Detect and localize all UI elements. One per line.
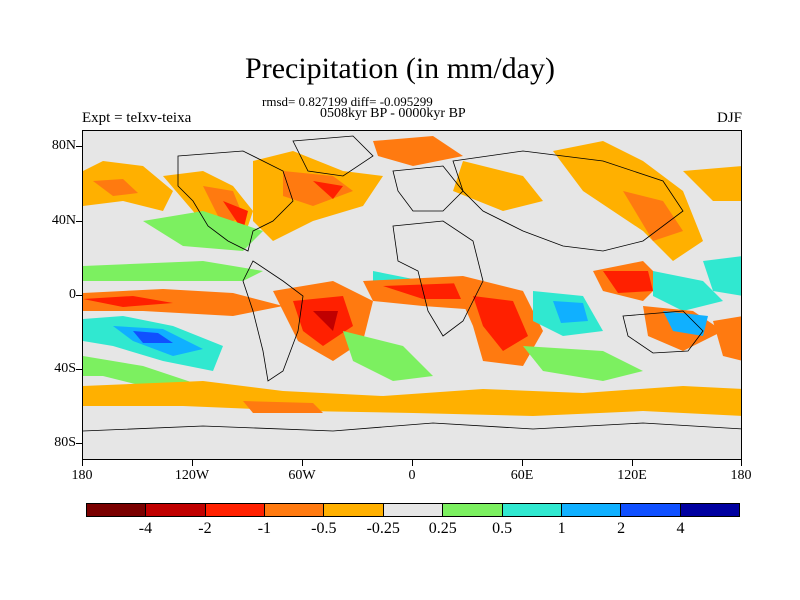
lon-label: 0 bbox=[408, 468, 416, 483]
colorbar-label: -2 bbox=[198, 520, 212, 537]
anomaly-patch bbox=[553, 141, 703, 261]
lon-tick bbox=[632, 460, 633, 466]
anomaly-patch bbox=[523, 346, 643, 381]
colorbar-swatch bbox=[680, 504, 739, 516]
anomaly-patch bbox=[83, 381, 741, 416]
continent-outline bbox=[292, 135, 374, 177]
colorbar-swatch bbox=[383, 504, 444, 516]
lon-label: 180 bbox=[730, 468, 752, 483]
anomaly-patch bbox=[243, 401, 323, 413]
lat-tick bbox=[76, 369, 82, 370]
anomaly-patch bbox=[553, 301, 588, 323]
lon-label: 120W bbox=[174, 468, 210, 483]
colorbar-label: -0.5 bbox=[311, 520, 337, 537]
lat-label: 40S bbox=[54, 361, 76, 376]
lat-tick bbox=[76, 221, 82, 222]
anomaly-patch bbox=[83, 261, 263, 281]
colorbar-label: 4 bbox=[676, 520, 685, 537]
anomaly-patch bbox=[93, 179, 138, 196]
season-label: DJF bbox=[716, 110, 742, 126]
lon-label: 120E bbox=[617, 468, 647, 483]
colorbar-label: 1 bbox=[557, 520, 566, 537]
colorbar-swatch bbox=[265, 504, 325, 516]
lat-tick bbox=[76, 443, 82, 444]
anomaly-patch bbox=[663, 311, 708, 336]
lon-label: 180 bbox=[71, 468, 93, 483]
anomaly-patch bbox=[623, 191, 683, 241]
continent-outline bbox=[392, 220, 484, 337]
colorbar bbox=[86, 503, 740, 517]
anomaly-patch bbox=[83, 289, 283, 316]
anomaly-patch bbox=[653, 271, 723, 311]
lat-label: 0 bbox=[69, 287, 76, 302]
continent-outline bbox=[242, 260, 304, 382]
anomaly-patch bbox=[373, 136, 463, 166]
period-line: 0508kyr BP - 0000kyr BP bbox=[320, 106, 466, 121]
map-field bbox=[83, 135, 741, 432]
lon-tick bbox=[302, 460, 303, 466]
colorbar-swatch bbox=[502, 504, 562, 516]
lon-tick bbox=[192, 460, 193, 466]
anomaly-patch bbox=[703, 256, 741, 296]
lon-label: 60E bbox=[510, 468, 534, 483]
anomaly-patch bbox=[683, 166, 741, 201]
plot-title: Precipitation (in mm/day) bbox=[245, 52, 555, 85]
stats-line: rmsd= 0.827199 diff= -0.095299 bbox=[262, 94, 433, 109]
lon-tick bbox=[82, 460, 83, 466]
colorbar-swatch bbox=[561, 504, 622, 516]
colorbar-label: -1 bbox=[257, 520, 272, 537]
lon-tick bbox=[741, 460, 742, 466]
lon-label: 60W bbox=[288, 468, 316, 483]
colorbar-swatch bbox=[205, 504, 266, 516]
continent-outline bbox=[83, 422, 741, 432]
precipitation-map bbox=[82, 130, 742, 460]
colorbar-swatch bbox=[443, 504, 503, 516]
colorbar-swatch bbox=[146, 504, 206, 516]
colorbar-label: 0.5 bbox=[492, 520, 513, 537]
anomaly-patch bbox=[343, 331, 433, 381]
anomaly-patch bbox=[83, 296, 173, 307]
continent-outline bbox=[452, 150, 684, 252]
lat-tick bbox=[76, 295, 82, 296]
anomaly-patch bbox=[473, 296, 528, 351]
continent-outline bbox=[622, 310, 704, 354]
colorbar-swatch bbox=[324, 504, 384, 516]
colorbar-swatch bbox=[621, 504, 681, 516]
colorbar-label: 0.25 bbox=[428, 520, 457, 537]
anomaly-patch bbox=[223, 201, 248, 231]
anomaly-patch bbox=[313, 181, 343, 199]
lat-label: 80S bbox=[54, 435, 76, 450]
lat-tick bbox=[76, 146, 82, 147]
lon-tick bbox=[412, 460, 413, 466]
anomaly-patch bbox=[283, 171, 353, 206]
anomaly-patch bbox=[603, 271, 653, 293]
experiment-label: Expt = teIxv-teixa bbox=[82, 110, 192, 126]
continent-outline bbox=[392, 165, 464, 212]
anomaly-patch bbox=[713, 316, 741, 361]
lat-label: 80N bbox=[51, 138, 76, 153]
lat-label: 40N bbox=[51, 213, 76, 228]
colorbar-label: -0.25 bbox=[366, 520, 400, 537]
continent-outline bbox=[177, 150, 294, 252]
anomaly-patch bbox=[313, 311, 338, 331]
anomaly-patch bbox=[133, 331, 173, 343]
colorbar-label: -4 bbox=[138, 520, 153, 537]
lon-tick bbox=[522, 460, 523, 466]
colorbar-label: 2 bbox=[617, 520, 626, 537]
anomaly-patch bbox=[453, 161, 543, 211]
colorbar-swatch bbox=[87, 504, 147, 516]
anomaly-patch bbox=[143, 211, 263, 251]
